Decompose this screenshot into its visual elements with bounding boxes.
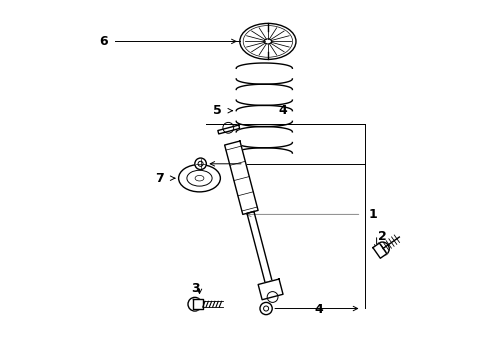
Text: 4: 4 [314,303,323,316]
Circle shape [187,297,201,311]
Text: 3: 3 [191,282,200,295]
Text: 7: 7 [155,172,164,185]
Text: 2: 2 [378,230,386,243]
Circle shape [260,302,272,315]
Text: 6: 6 [99,35,107,48]
Polygon shape [372,243,386,258]
Polygon shape [224,141,258,215]
Polygon shape [218,125,239,134]
Polygon shape [258,279,283,300]
Text: 4: 4 [278,104,286,117]
Text: 1: 1 [368,208,377,221]
Polygon shape [246,211,271,283]
Circle shape [375,242,388,256]
Polygon shape [193,299,203,309]
Text: 5: 5 [213,104,222,117]
Circle shape [194,158,206,170]
